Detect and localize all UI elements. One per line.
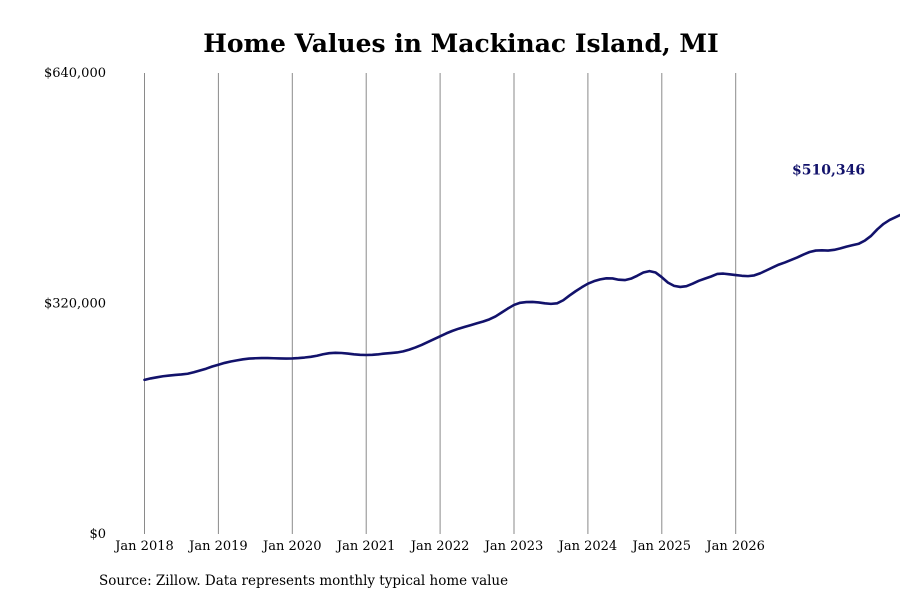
x-tick-label: Jan 2019 (187, 539, 248, 554)
x-axis-ticks: Jan 2018 Jan 2019 Jan 2020 Jan 2021 Jan 2022… (113, 539, 765, 554)
source-note: Source: Zillow. Data represents monthly … (99, 573, 509, 589)
x-tick-label: Jan 2022 (409, 539, 470, 554)
x-tick-label: Jan 2020 (261, 539, 322, 554)
end-value-label: $510,346 (792, 162, 865, 178)
x-tick-label: Jan 2018 (113, 539, 174, 554)
x-tick-label: Jan 2025 (631, 539, 692, 554)
chart-title: Home Values in Mackinac Island, MI (203, 29, 719, 58)
grid-lines (144, 73, 737, 534)
y-axis-ticks: $0 $320,000 $640,000 (44, 66, 106, 542)
y-tick-label: $320,000 (44, 297, 106, 312)
x-tick-label: Jan 2024 (557, 539, 618, 554)
x-tick-label: Jan 2023 (483, 539, 544, 554)
y-tick-label: $0 (89, 527, 106, 542)
x-tick-label: Jan 2021 (335, 539, 396, 554)
series-line (143, 213, 900, 382)
x-tick-label: Jan 2026 (704, 539, 765, 554)
y-tick-label: $640,000 (44, 66, 106, 81)
